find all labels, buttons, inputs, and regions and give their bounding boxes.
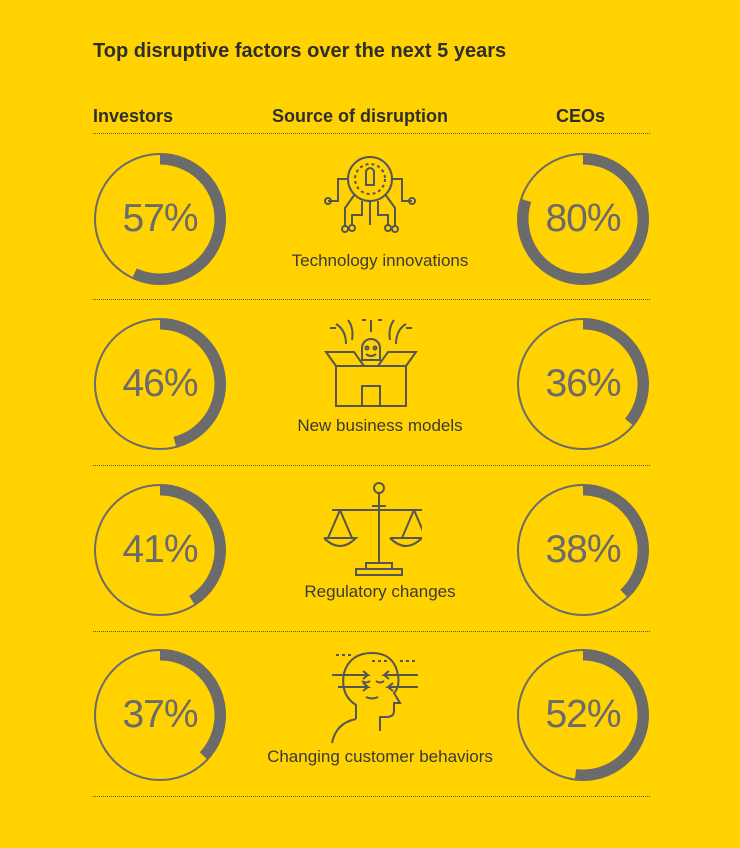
source-label: Changing customer behaviors (267, 747, 493, 766)
investors-ring-arc (132, 153, 226, 285)
divider (93, 631, 650, 632)
investors-donut: 37% (92, 647, 228, 783)
ceos-ring-arc (574, 649, 649, 781)
ceos-donut: 52% (515, 647, 651, 783)
header-ceos: CEOs (556, 106, 606, 126)
ceos-donut: 38% (515, 482, 651, 618)
investors-donut: 57% (92, 151, 228, 287)
source-label: New business models (297, 416, 463, 435)
source-label: Regulatory changes (304, 582, 456, 601)
lightbulb-circuit-icon (322, 149, 422, 249)
divider (93, 133, 650, 134)
investors-ring-arc (159, 649, 226, 760)
open-box-icon (322, 314, 422, 414)
investors-percentage: 37% (122, 693, 198, 736)
investors-donut: 46% (92, 316, 228, 452)
ceos-percentage: 80% (545, 197, 621, 240)
ceos-ring-arc (517, 153, 649, 285)
row-regulatory-changes: 41% Regulatory changes 38% (0, 468, 740, 634)
ceos-ring-arc (582, 318, 649, 426)
ceos-percentage: 36% (545, 362, 621, 405)
person-head-arrows-icon (322, 645, 422, 745)
investors-percentage: 41% (122, 528, 198, 571)
ceos-donut: 80% (515, 151, 651, 287)
investors-donut: 41% (92, 482, 228, 618)
ceos-ring-arc (582, 484, 649, 598)
divider (93, 465, 650, 466)
ceos-percentage: 52% (545, 693, 621, 736)
source-label: Technology innovations (291, 251, 469, 270)
investors-ring-arc (159, 318, 226, 448)
header-source-of-disruption: Source of disruption (272, 106, 449, 126)
investors-percentage: 46% (122, 362, 198, 405)
investors-percentage: 57% (122, 197, 198, 240)
divider (93, 299, 650, 300)
balance-scale-icon (322, 480, 427, 580)
ceos-donut: 36% (515, 316, 651, 452)
header-investors: Investors (93, 106, 174, 126)
row-changing-customer-behaviors: 37% Changing customer behaviors 52% (0, 633, 740, 799)
row-new-business-models: 46% New business models 36% (0, 302, 740, 468)
chart-title: Top disruptive factors over the next 5 y… (93, 40, 507, 62)
divider (93, 796, 650, 797)
row-technology-innovations: 57% Technology innovations 80% (0, 137, 740, 303)
ceos-percentage: 38% (545, 528, 621, 571)
investors-ring-arc (159, 484, 226, 606)
